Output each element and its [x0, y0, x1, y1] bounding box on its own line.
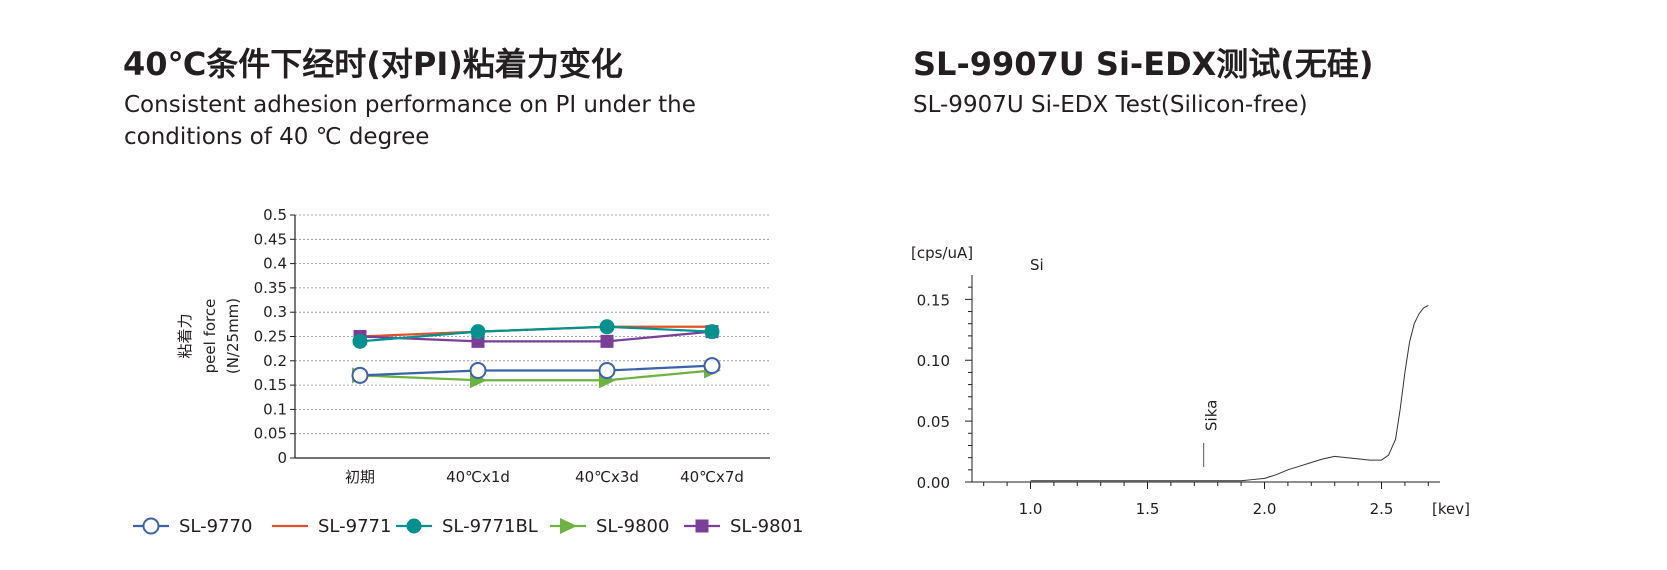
y-tick-label: 0.1	[263, 400, 287, 418]
left-chart-subtitle-line2: conditions of 40 ℃ degree	[124, 124, 430, 150]
data-point-sl-9771bl	[470, 324, 486, 340]
y-tick-label: 0.4	[263, 255, 287, 273]
legend-swatch-marker	[695, 519, 709, 533]
y-tick-label: 0.25	[254, 328, 287, 346]
y-axis-label-line2: (N/25mm)	[224, 298, 242, 374]
y-tick-label: 0.05	[254, 425, 287, 443]
y-tick-label: 0.15	[254, 376, 287, 394]
data-point-sl-9770	[598, 362, 616, 380]
x-category-label: 40℃x1d	[446, 468, 510, 486]
y-tick-label: 0	[277, 449, 287, 467]
sika-label-group: Sika	[1203, 400, 1221, 431]
y-tick-label: 0.45	[254, 230, 287, 248]
data-point-sl-9771bl	[599, 319, 615, 335]
y-axis-label-line1: peel force	[201, 299, 219, 374]
y-tick-label: 0.15	[917, 291, 950, 309]
x-tick-label: 1.0	[1019, 500, 1043, 518]
legend-swatch-marker	[406, 518, 422, 534]
y-tick-label: 0.05	[917, 413, 950, 431]
series-line-sl-9800	[359, 369, 713, 382]
x-category-label: 40℃x7d	[680, 468, 744, 486]
y-axis-label: [cps/uA]	[911, 244, 973, 262]
y-axis-label: 粘着力 peel force (N/25mm)	[176, 298, 242, 374]
series-line-sl-9770	[359, 364, 713, 377]
x-tick-label: 2.0	[1253, 500, 1277, 518]
edx-chart: 0.00 0.05 0.10 0.15 1.0 1.5 2.0 2.5 [cps/uA] [kev…	[911, 244, 1470, 518]
legend-label: SL-9771BL	[442, 516, 538, 537]
data-point-sl-9770	[351, 366, 369, 384]
right-chart-subtitle: SL-9907U Si-EDX Test(Silicon-free)	[913, 92, 1308, 118]
y-tick-label: 0.3	[263, 303, 287, 321]
data-point-sl-9770	[703, 357, 721, 375]
y-tick-label: 0.35	[254, 279, 287, 297]
element-annotation: Si	[1030, 256, 1044, 274]
series-line-sl-9771bl	[359, 325, 713, 343]
x-category-label: 初期	[345, 468, 375, 486]
legend-item-sl-9770: SL-9770	[133, 516, 252, 537]
legend-swatch-marker	[142, 517, 160, 535]
y-tick-label: 0.5	[263, 206, 287, 224]
data-point-sl-9801	[600, 334, 614, 348]
series-line-sl-9801	[359, 330, 713, 343]
left-chart-subtitle-line1: Consistent adhesion performance on PI un…	[124, 92, 696, 118]
legend-label: SL-9800	[596, 516, 669, 537]
data-point-sl-9771bl	[352, 333, 368, 349]
x-category-label: 40℃x3d	[575, 468, 639, 486]
legend-item-sl-9771bl: SL-9771BL	[396, 516, 538, 537]
legend-label: SL-9770	[179, 516, 252, 537]
x-tick-label: 2.5	[1370, 500, 1394, 518]
spectrum-line	[1030, 304, 1429, 482]
adhesion-chart: 0 0.05 0.1 0.15 0.2 0.25 0.3 0.35 0.4 0.45 0.5 初期 40…	[133, 206, 803, 537]
legend-item-sl-9771: SL-9771	[272, 516, 391, 537]
data-point-sl-9771bl	[704, 324, 720, 340]
legend-item-sl-9801: SL-9801	[684, 516, 803, 537]
x-tick-label: 1.5	[1136, 500, 1160, 518]
left-chart-title: 40℃条件下经时(对PI)粘着力变化	[123, 45, 623, 83]
legend-label: SL-9801	[730, 516, 803, 537]
legend-label: SL-9771	[318, 516, 391, 537]
x-axis-label: [kev]	[1432, 500, 1470, 518]
right-chart-title: SL-9907U Si-EDX测试(无硅)	[913, 45, 1374, 83]
data-point-sl-9770	[469, 362, 487, 380]
legend-swatch-marker	[560, 518, 577, 534]
legend-item-sl-9800: SL-9800	[550, 516, 669, 537]
y-tick-label: 0.10	[917, 352, 950, 370]
y-axis-label-cn: 粘着力	[176, 313, 194, 358]
y-tick-label: 0.2	[263, 352, 287, 370]
sika-label: Sika	[1203, 400, 1221, 431]
y-tick-label: 0.00	[917, 474, 950, 492]
